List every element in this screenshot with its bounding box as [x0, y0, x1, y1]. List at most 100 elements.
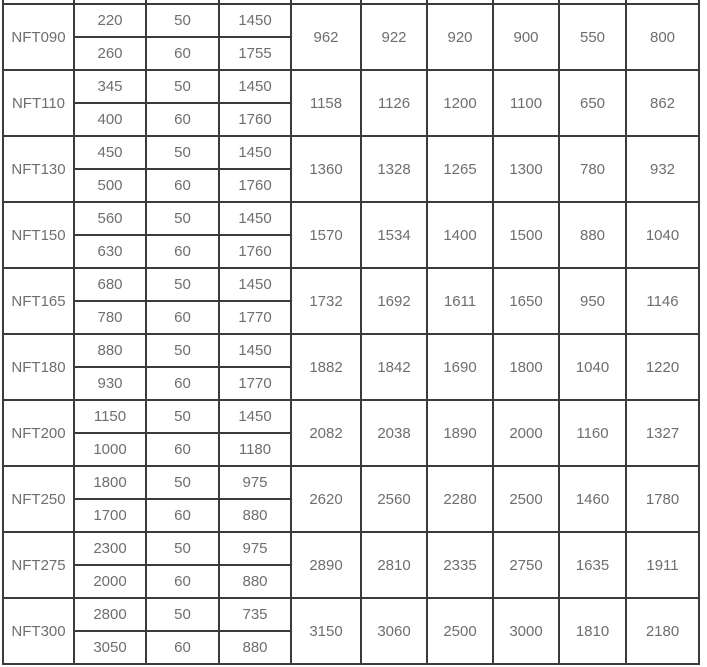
- merged-value-cell: 2560: [360, 465, 428, 533]
- value-cell: 50: [145, 3, 220, 38]
- merged-value-cell: 3000: [492, 597, 560, 665]
- value-cell: 1760: [218, 168, 292, 203]
- value-cell: 1760: [218, 102, 292, 137]
- clipped-cell: [2, 0, 75, 5]
- value-cell: 1450: [218, 135, 292, 170]
- merged-value-cell: 880: [558, 201, 627, 269]
- spec-row-top: NFT275 2300 50 975 2890 2810 2335 2750 1635 1911: [2, 531, 700, 599]
- model-cell: NFT200: [2, 399, 75, 467]
- value-cell: 1450: [218, 333, 292, 368]
- value-cell: 400: [73, 102, 147, 137]
- value-cell: 60: [145, 498, 220, 533]
- value-cell: 345: [73, 69, 147, 104]
- spec-row-top: NFT300 2800 50 735 3150 3060 2500 3000 1810 2180: [2, 597, 700, 665]
- merged-value-cell: 1800: [492, 333, 560, 401]
- value-cell: 1450: [218, 3, 292, 38]
- model-cell: NFT300: [2, 597, 75, 665]
- spec-row-top: NFT090 220 50 1450 962 922 920 900 550 800: [2, 3, 700, 71]
- merged-value-cell: 1300: [492, 135, 560, 203]
- value-cell: 260: [73, 36, 147, 71]
- merged-value-cell: 550: [558, 3, 627, 71]
- merged-value-cell: 862: [625, 69, 700, 137]
- value-cell: 60: [145, 432, 220, 467]
- spec-row-top: NFT200 1150 50 1450 2082 2038 1890 2000 1160 1327: [2, 399, 700, 467]
- merged-value-cell: 1158: [290, 69, 362, 137]
- merged-value-cell: 2280: [426, 465, 494, 533]
- merged-value-cell: 900: [492, 3, 560, 71]
- merged-value-cell: 1611: [426, 267, 494, 335]
- value-cell: 50: [145, 465, 220, 500]
- value-cell: 1755: [218, 36, 292, 71]
- merged-value-cell: 1500: [492, 201, 560, 269]
- merged-value-cell: 1400: [426, 201, 494, 269]
- merged-value-cell: 1265: [426, 135, 494, 203]
- clipped-cell: [218, 0, 292, 5]
- clipped-cell: [73, 0, 147, 5]
- merged-value-cell: 1040: [625, 201, 700, 269]
- value-cell: 1800: [73, 465, 147, 500]
- value-cell: 50: [145, 135, 220, 170]
- value-cell: 50: [145, 333, 220, 368]
- merged-value-cell: 1146: [625, 267, 700, 335]
- merged-value-cell: 950: [558, 267, 627, 335]
- merged-value-cell: 1360: [290, 135, 362, 203]
- spec-row-bottom: 1000 60 1180: [3, 432, 699, 467]
- model-cell: NFT180: [2, 333, 75, 401]
- value-cell: 975: [218, 531, 292, 566]
- spec-row-top: NFT110 345 50 1450 1158 1126 1200 1100 650 862: [2, 69, 700, 137]
- spec-row-bottom: 780 60 1770: [3, 300, 699, 335]
- value-cell: 2800: [73, 597, 147, 632]
- merged-value-cell: 1911: [625, 531, 700, 599]
- value-cell: 1770: [218, 366, 292, 401]
- spec-row-bottom: 400 60 1760: [3, 102, 699, 137]
- value-cell: 50: [145, 201, 220, 236]
- clipped-cell: [360, 0, 428, 5]
- value-cell: 735: [218, 597, 292, 632]
- model-cell: NFT250: [2, 465, 75, 533]
- value-cell: 1760: [218, 234, 292, 269]
- value-cell: 60: [145, 630, 220, 665]
- value-cell: 930: [73, 366, 147, 401]
- value-cell: 1450: [218, 201, 292, 236]
- merged-value-cell: 3060: [360, 597, 428, 665]
- spec-row-top: NFT130 450 50 1450 1360 1328 1265 1300 780 932: [2, 135, 700, 203]
- spec-row-top: NFT150 560 50 1450 1570 1534 1400 1500 880 1040: [2, 201, 700, 269]
- value-cell: 60: [145, 366, 220, 401]
- clipped-cell: [625, 0, 700, 5]
- merged-value-cell: 2500: [492, 465, 560, 533]
- value-cell: 880: [218, 564, 292, 599]
- spec-row-top: NFT180 880 50 1450 1882 1842 1690 1800 1040 1220: [2, 333, 700, 401]
- value-cell: 630: [73, 234, 147, 269]
- merged-value-cell: 650: [558, 69, 627, 137]
- value-cell: 1180: [218, 432, 292, 467]
- merged-value-cell: 1220: [625, 333, 700, 401]
- value-cell: 1000: [73, 432, 147, 467]
- merged-value-cell: 2750: [492, 531, 560, 599]
- value-cell: 880: [218, 498, 292, 533]
- merged-value-cell: 2890: [290, 531, 362, 599]
- merged-value-cell: 932: [625, 135, 700, 203]
- merged-value-cell: 2180: [625, 597, 700, 665]
- merged-value-cell: 2620: [290, 465, 362, 533]
- merged-value-cell: 1126: [360, 69, 428, 137]
- value-cell: 680: [73, 267, 147, 302]
- merged-value-cell: 1570: [290, 201, 362, 269]
- spec-row-top: NFT250 1800 50 975 2620 2560 2280 2500 1460 1780: [2, 465, 700, 533]
- merged-value-cell: 2500: [426, 597, 494, 665]
- spec-row-bottom: 1700 60 880: [3, 498, 699, 533]
- value-cell: 1450: [218, 399, 292, 434]
- value-cell: 60: [145, 168, 220, 203]
- spec-row-bottom: 500 60 1760: [3, 168, 699, 203]
- merged-value-cell: 2810: [360, 531, 428, 599]
- value-cell: 60: [145, 234, 220, 269]
- merged-value-cell: 2000: [492, 399, 560, 467]
- value-cell: 60: [145, 300, 220, 335]
- value-cell: 60: [145, 36, 220, 71]
- merged-value-cell: 1534: [360, 201, 428, 269]
- model-cell: NFT090: [2, 3, 75, 71]
- value-cell: 1450: [218, 267, 292, 302]
- merged-value-cell: 1327: [625, 399, 700, 467]
- merged-value-cell: 1460: [558, 465, 627, 533]
- merged-value-cell: 1160: [558, 399, 627, 467]
